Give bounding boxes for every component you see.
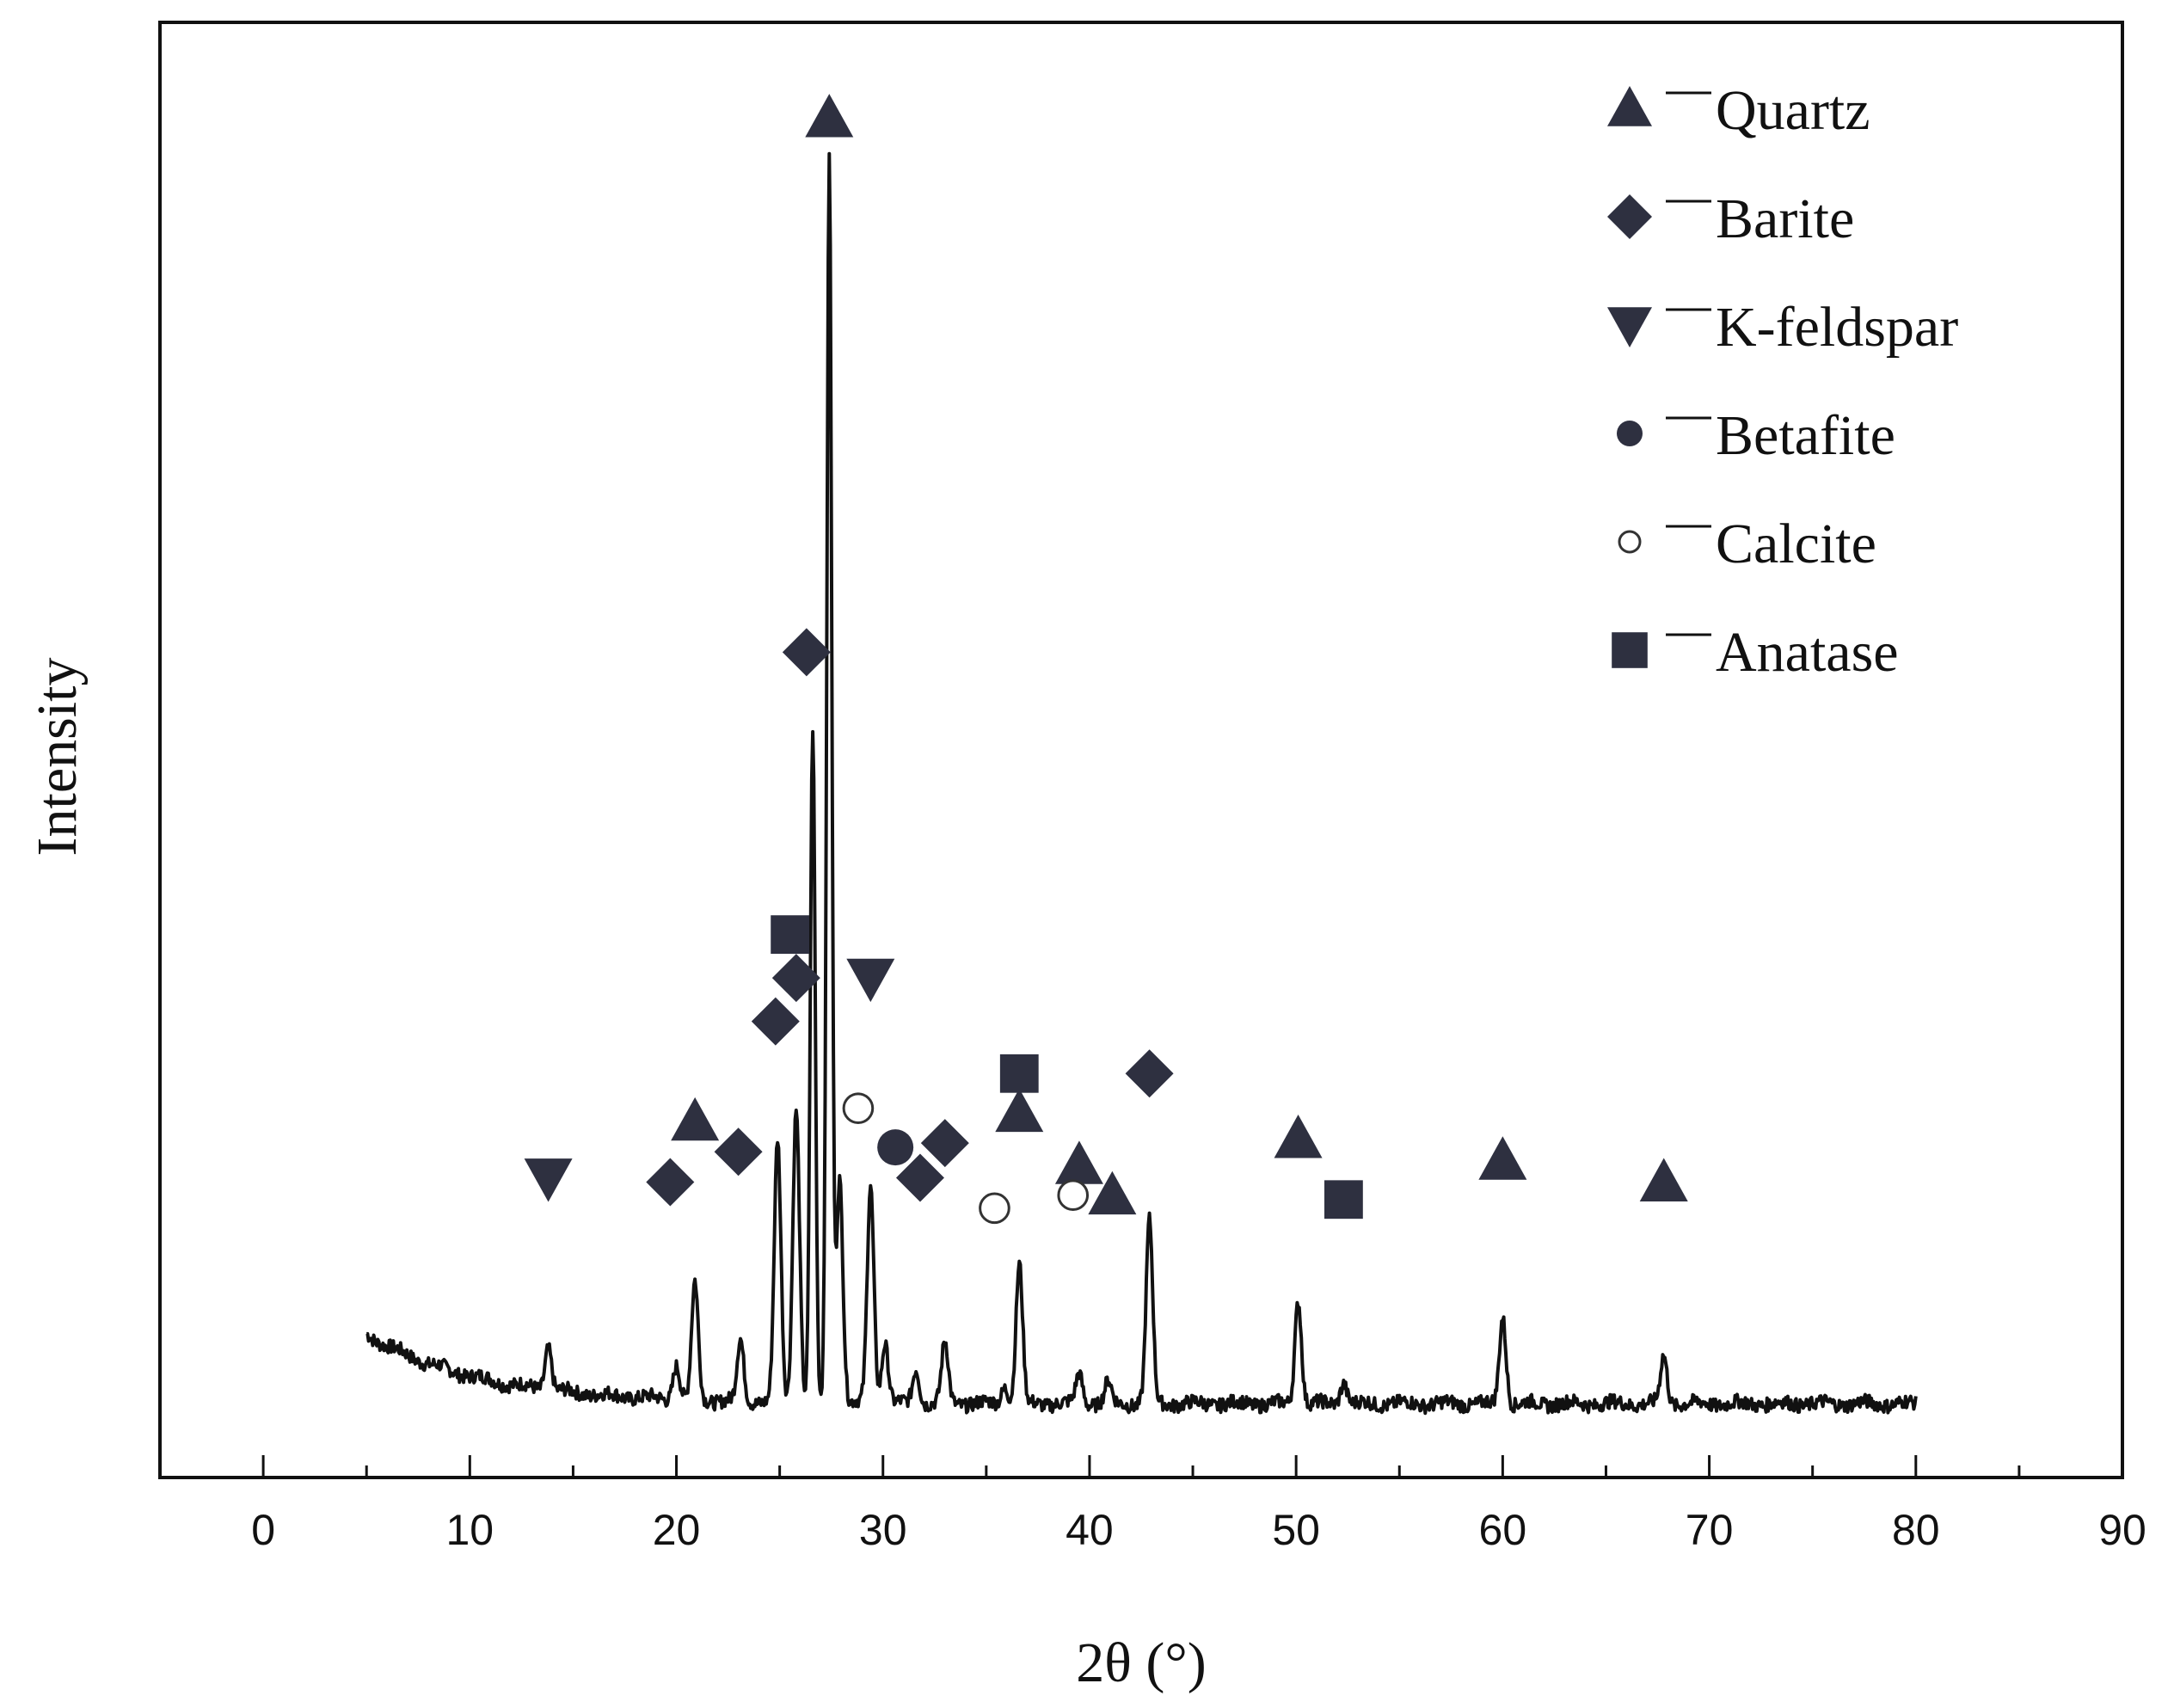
legend-label: Calcite	[1716, 513, 1876, 575]
x-tick-label: 10	[446, 1506, 494, 1554]
legend-label: Betafite	[1716, 404, 1895, 467]
marker-barite	[1125, 1049, 1174, 1098]
x-axis-title: 2θ (°)	[1076, 1631, 1206, 1694]
x-tick-label: 80	[1892, 1506, 1940, 1554]
legend-symbol-anatase	[1612, 632, 1648, 668]
x-tick-label: 90	[2098, 1506, 2147, 1554]
marker-quartz	[1054, 1140, 1103, 1184]
legend-symbol-calcite	[1618, 530, 1642, 554]
legend-label: Barite	[1716, 187, 1854, 250]
marker-quartz	[671, 1097, 720, 1141]
legend-label: Quartz	[1716, 79, 1870, 142]
diffraction-trace	[365, 151, 1918, 1416]
marker-anatase	[1324, 1180, 1363, 1220]
x-axis-ticks	[158, 1455, 2124, 1478]
x-tick-label: 50	[1272, 1506, 1320, 1554]
marker-calcite	[1057, 1179, 1090, 1212]
legend-symbol-k-feldspar	[1607, 307, 1652, 347]
marker-k-feldspar	[524, 1158, 573, 1202]
marker-k-feldspar	[846, 958, 895, 1003]
marker-barite	[895, 1153, 944, 1202]
x-axis-tick-labels: 0 10 20 30 40 50 60 70 80 90	[251, 1506, 2147, 1554]
marker-barite	[771, 954, 820, 1003]
x-tick-label: 40	[1066, 1506, 1114, 1554]
marker-barite	[646, 1158, 695, 1207]
x-tick-label: 70	[1686, 1506, 1734, 1554]
legend-label: K-feldspar	[1716, 296, 1958, 359]
marker-anatase	[999, 1054, 1039, 1093]
marker-quartz	[1088, 1170, 1137, 1215]
marker-betafite	[877, 1129, 914, 1166]
marker-calcite	[842, 1092, 875, 1124]
marker-barite	[782, 628, 831, 677]
marker-anatase	[771, 915, 810, 955]
legend-symbol-quartz	[1607, 86, 1652, 126]
x-tick-label: 20	[653, 1506, 701, 1554]
phase-markers	[524, 94, 1688, 1225]
legend-symbol-barite	[1607, 194, 1652, 239]
x-tick-label: 30	[859, 1506, 907, 1554]
marker-barite	[920, 1119, 969, 1168]
plot-frame	[158, 21, 2124, 1479]
legend-symbol-betafite	[1617, 421, 1643, 446]
marker-barite	[714, 1127, 763, 1177]
marker-quartz	[995, 1088, 1044, 1133]
legend-label: Anatase	[1716, 621, 1899, 684]
marker-barite	[751, 997, 800, 1046]
x-tick-label: 60	[1479, 1506, 1527, 1554]
marker-quartz	[1639, 1158, 1688, 1201]
marker-quartz	[1274, 1115, 1323, 1158]
x-tick-label: 0	[251, 1506, 275, 1554]
y-axis-title: Intensity	[26, 658, 89, 857]
marker-quartz	[1478, 1136, 1527, 1180]
marker-quartz	[805, 94, 854, 138]
marker-calcite	[979, 1192, 1010, 1225]
legend: Quartz Barite K-feldspar Betafite Calcite Ana…	[1607, 79, 1958, 684]
